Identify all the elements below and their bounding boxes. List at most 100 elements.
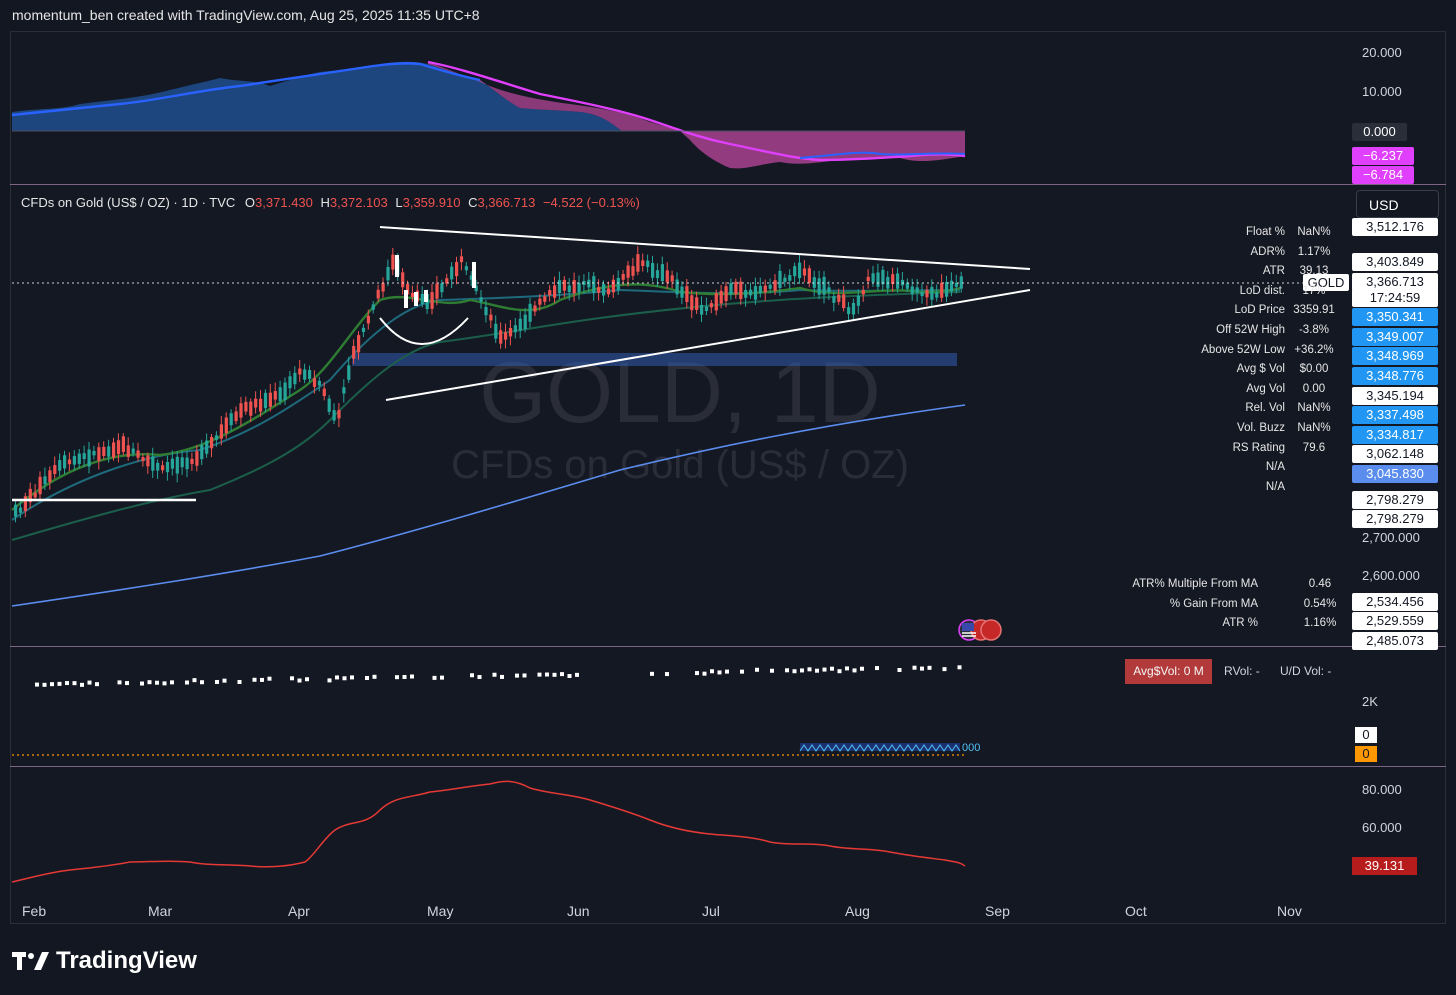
- candle-body: [930, 286, 934, 300]
- volume-dot: [170, 680, 174, 685]
- ma-stat-value: 1.16%: [1303, 617, 1337, 630]
- candle-body: [254, 398, 258, 408]
- candle-body: [395, 255, 399, 277]
- candle-body: [646, 260, 650, 267]
- candle-body: [156, 462, 160, 471]
- volume-dot: [567, 674, 572, 679]
- stat-value: NaN%: [1297, 402, 1331, 415]
- candle-body: [773, 280, 777, 291]
- chart-frame[interactable]: [10, 31, 1446, 924]
- volume-dot: [327, 678, 332, 683]
- us-flag-events-icon[interactable]: [958, 619, 1002, 641]
- candle-body: [577, 282, 581, 293]
- candle-body: [112, 442, 116, 458]
- candle-body: [896, 273, 900, 289]
- ma-200-line: [11, 404, 966, 607]
- symbol-legend[interactable]: CFDs on Gold (US$ / OZ) · 1D · TVC O3,37…: [21, 195, 640, 210]
- oscillator-negative-fill: [680, 131, 965, 169]
- stat-value: +36.2%: [1294, 343, 1334, 356]
- volume-dot: [695, 671, 699, 676]
- candle-body: [606, 288, 611, 295]
- candle-body: [23, 496, 27, 512]
- volume-dot: [297, 678, 302, 683]
- lower-trendline: [385, 289, 1031, 401]
- volume-dot: [860, 666, 864, 671]
- candle-body: [587, 279, 591, 288]
- volume-dot: [365, 675, 369, 680]
- candle-body: [18, 507, 23, 513]
- candle-body: [141, 457, 145, 462]
- pane-separator[interactable]: [10, 766, 1446, 767]
- close-value: 3,366.713: [477, 195, 536, 210]
- candle-body: [308, 370, 312, 379]
- tradingview-brand[interactable]: TradingView: [56, 947, 197, 974]
- change-value: −4.522 (−0.13%): [542, 195, 640, 210]
- candle-body: [734, 281, 738, 295]
- candle-body: [798, 262, 802, 279]
- volume-dot: [215, 679, 219, 684]
- candle-body: [832, 296, 836, 303]
- candle-body: [861, 289, 865, 295]
- candle-body: [459, 256, 464, 263]
- symbol-name[interactable]: CFDs on Gold (US$ / OZ) · 1D · TVC: [21, 195, 236, 210]
- candle-body: [749, 289, 753, 296]
- pane-separator[interactable]: [10, 646, 1446, 647]
- price-tick: 2,700.000: [1362, 530, 1420, 545]
- candle-body: [53, 465, 57, 475]
- high-value: 3,372.103: [329, 195, 388, 210]
- volume-dot: [192, 678, 197, 683]
- candle-body: [410, 292, 415, 297]
- candle-body: [655, 270, 660, 279]
- candle-body: [361, 327, 366, 333]
- candle-body: [744, 289, 748, 298]
- volume-dot: [957, 665, 962, 670]
- currency-button[interactable]: USD: [1356, 190, 1439, 218]
- candle-body: [910, 286, 914, 295]
- candle-body: [945, 282, 949, 297]
- volume-dot: [830, 666, 834, 671]
- price-axis-tag: 17:24:59: [1352, 289, 1438, 307]
- rvol-label: RVol: -: [1224, 664, 1260, 678]
- candle-body: [670, 275, 674, 282]
- volume-dot: [252, 677, 257, 682]
- candle-body: [778, 270, 782, 288]
- candle-body: [675, 279, 679, 295]
- volume-dot: [185, 680, 189, 685]
- candle-body: [151, 456, 155, 471]
- volume-zero-tag: 0: [1355, 727, 1377, 743]
- month-label: Sep: [985, 903, 1010, 919]
- volume-dot: [500, 674, 504, 679]
- credit-text: momentum_ben created with TradingView.co…: [12, 7, 480, 23]
- triangle-pattern[interactable]: [12, 226, 1031, 502]
- candle-body: [126, 445, 130, 457]
- candle-body: [97, 447, 101, 461]
- candle-body: [925, 289, 929, 298]
- candle-body: [102, 446, 106, 456]
- month-label: Feb: [22, 903, 47, 919]
- candle-body: [709, 303, 713, 308]
- ma-stat-label: % Gain From MA: [1169, 597, 1258, 610]
- candle-body: [72, 456, 76, 465]
- cup-arc: [379, 317, 469, 345]
- stat-label: Avg Vol: [1246, 382, 1285, 395]
- stat-value: 1.17%: [1297, 245, 1331, 258]
- month-label: Oct: [1125, 903, 1147, 919]
- pane-separator[interactable]: [10, 184, 1446, 185]
- volume-dot: [792, 669, 797, 674]
- candle-body: [695, 297, 699, 310]
- price-axis-tag: 3,348.969: [1352, 347, 1438, 365]
- candle-body: [273, 391, 277, 400]
- tradingview-logo-icon[interactable]: [12, 952, 50, 970]
- candle-body: [244, 401, 248, 412]
- volume-dot: [155, 680, 159, 685]
- candle-body: [92, 450, 96, 456]
- candle-body: [165, 461, 170, 473]
- support-zone[interactable]: [352, 353, 957, 366]
- candle-body: [548, 290, 552, 296]
- footer: TradingView: [0, 925, 1456, 995]
- candle-body: [259, 398, 263, 412]
- candle-body: [489, 314, 493, 321]
- volume-dot: [372, 674, 377, 679]
- candle-body: [920, 291, 924, 297]
